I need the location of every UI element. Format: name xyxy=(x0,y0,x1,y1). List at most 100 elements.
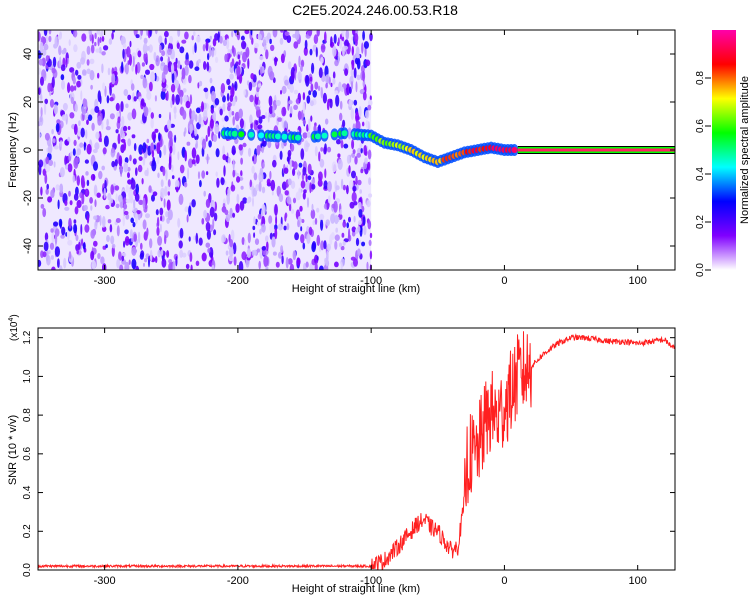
noise-speck xyxy=(298,55,301,68)
noise-speck xyxy=(328,76,331,85)
noise-speck xyxy=(125,198,131,204)
noise-speck xyxy=(248,147,252,157)
ridge-core xyxy=(274,133,281,140)
noise-speck xyxy=(99,214,102,226)
noise-speck xyxy=(155,55,160,67)
noise-speck xyxy=(246,198,251,204)
noise-speck xyxy=(51,231,55,244)
noise-speck xyxy=(290,208,295,214)
noise-speck xyxy=(83,204,88,211)
noise-speck xyxy=(302,166,307,176)
noise-speck xyxy=(363,225,367,236)
noise-speck xyxy=(330,36,333,46)
noise-speck xyxy=(188,74,192,84)
noise-speck xyxy=(166,250,170,258)
noise-speck xyxy=(136,210,141,215)
noise-field xyxy=(38,30,373,270)
noise-speck xyxy=(171,164,174,172)
noise-speck xyxy=(283,120,288,131)
noise-speck xyxy=(281,106,287,117)
noise-speck xyxy=(83,141,86,151)
noise-speck xyxy=(202,109,208,122)
noise-speck xyxy=(212,218,215,230)
noise-speck xyxy=(220,83,226,94)
noise-speck xyxy=(350,108,355,120)
noise-speck xyxy=(144,204,148,210)
noise-speck xyxy=(181,67,186,80)
noise-speck xyxy=(188,60,194,69)
noise-speck xyxy=(255,184,260,192)
noise-speck xyxy=(298,162,303,168)
noise-speck xyxy=(207,125,211,138)
noise-speck xyxy=(64,164,69,170)
noise-speck xyxy=(109,85,112,96)
noise-speck xyxy=(302,102,306,114)
noise-speck xyxy=(320,86,323,99)
noise-speck xyxy=(135,34,140,39)
noise-speck xyxy=(137,231,141,244)
noise-speck xyxy=(115,129,119,134)
noise-speck xyxy=(252,156,255,162)
noise-speck xyxy=(90,108,95,116)
noise-speck xyxy=(42,251,47,258)
noise-speck xyxy=(38,58,44,66)
noise-speck xyxy=(359,142,363,149)
noise-speck xyxy=(111,73,116,85)
noise-speck xyxy=(102,147,107,155)
noise-speck xyxy=(79,142,84,148)
noise-speck xyxy=(69,85,75,92)
noise-speck xyxy=(320,240,325,251)
noise-speck xyxy=(189,108,192,119)
noise-speck xyxy=(84,224,90,233)
noise-speck xyxy=(69,151,73,157)
colorbar: 0.0 0.2 0.4 0.6 0.8 Normalized spectral ampl… xyxy=(695,30,750,277)
noise-speck xyxy=(194,42,197,53)
noise-speck xyxy=(73,139,77,146)
noise-speck xyxy=(186,214,189,223)
noise-speck xyxy=(164,30,169,38)
noise-speck xyxy=(306,233,311,245)
noise-speck xyxy=(326,243,331,252)
noise-speck xyxy=(47,82,51,93)
noise-speck xyxy=(189,123,193,134)
y-tick-label: 0.0 xyxy=(22,563,33,577)
noise-speck xyxy=(302,119,306,125)
noise-speck xyxy=(286,35,292,43)
noise-speck xyxy=(283,225,287,231)
noise-speck xyxy=(57,34,62,40)
noise-speck xyxy=(333,191,336,200)
noise-speck xyxy=(39,41,44,53)
noise-speck xyxy=(43,30,48,37)
noise-speck xyxy=(205,39,209,52)
noise-speck xyxy=(161,258,167,268)
noise-speck xyxy=(297,187,302,200)
noise-speck xyxy=(269,71,275,81)
noise-speck xyxy=(142,43,148,55)
noise-speck xyxy=(311,179,316,184)
noise-speck xyxy=(140,98,145,107)
noise-speck xyxy=(324,31,327,44)
noise-speck xyxy=(111,160,116,168)
noise-speck xyxy=(133,143,137,152)
noise-speck xyxy=(195,107,201,114)
bottom-y-axis-label: SNR (10 * v/v) xyxy=(7,415,19,485)
noise-speck xyxy=(111,243,116,249)
noise-speck xyxy=(143,51,148,63)
noise-speck xyxy=(262,39,267,46)
noise-speck xyxy=(90,229,95,239)
noise-speck xyxy=(310,115,313,122)
noise-speck xyxy=(78,120,81,127)
noise-speck xyxy=(115,203,120,209)
noise-speck xyxy=(240,35,245,41)
noise-speck xyxy=(121,255,125,262)
noise-speck xyxy=(358,106,362,118)
noise-speck xyxy=(332,71,336,79)
x-tick-label: -100 xyxy=(360,575,382,587)
noise-speck xyxy=(311,203,314,211)
noise-speck xyxy=(48,35,52,43)
noise-speck xyxy=(123,240,126,248)
noise-speck xyxy=(179,46,185,54)
noise-speck xyxy=(80,90,83,101)
noise-speck xyxy=(171,63,175,74)
y-tick-label: 1.0 xyxy=(22,369,33,383)
